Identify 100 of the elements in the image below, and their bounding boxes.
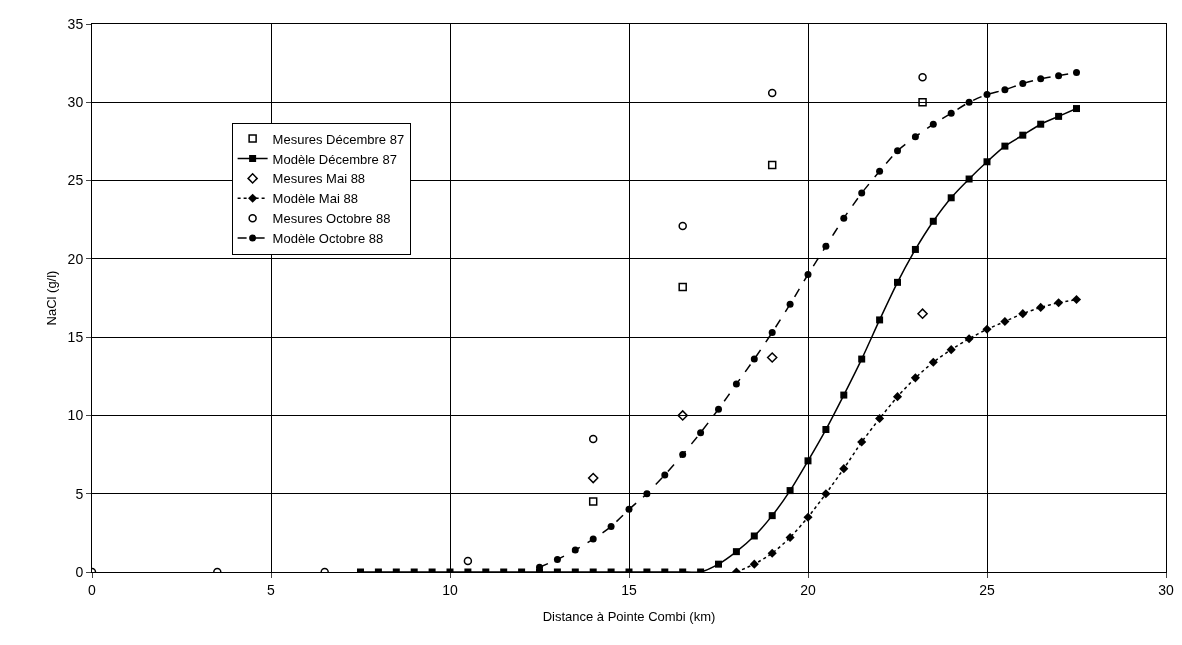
point bbox=[947, 109, 955, 117]
x-tick-label: 15 bbox=[621, 581, 637, 598]
point bbox=[894, 278, 901, 286]
point bbox=[965, 175, 973, 183]
point bbox=[876, 167, 884, 175]
point bbox=[643, 490, 651, 498]
y-tick-label: 10 bbox=[67, 407, 84, 424]
point bbox=[876, 316, 884, 324]
point bbox=[1037, 75, 1045, 83]
legend-label: Modèle Octobre 88 bbox=[272, 231, 384, 247]
x-tick-label: 0 bbox=[88, 581, 97, 598]
y-axis-title: NaCl (g/l) bbox=[44, 270, 59, 326]
point bbox=[732, 380, 740, 388]
point bbox=[1054, 298, 1064, 308]
point bbox=[589, 535, 597, 543]
point bbox=[678, 282, 687, 292]
point bbox=[786, 487, 794, 495]
point bbox=[804, 457, 812, 465]
point bbox=[839, 464, 849, 474]
legend-label: Mesures Mai 88 bbox=[272, 171, 366, 187]
point bbox=[679, 451, 687, 459]
point bbox=[858, 189, 866, 197]
point bbox=[857, 437, 867, 447]
x-tick-label: 30 bbox=[1158, 581, 1174, 598]
point bbox=[661, 471, 669, 479]
point bbox=[768, 328, 776, 336]
point bbox=[463, 556, 473, 566]
y-tick-label: 15 bbox=[67, 329, 84, 346]
point bbox=[840, 214, 848, 222]
point bbox=[983, 90, 991, 98]
point bbox=[625, 505, 633, 513]
y-tick-label: 0 bbox=[75, 563, 84, 580]
point bbox=[750, 532, 758, 540]
point bbox=[918, 98, 927, 107]
y-tick-label: 35 bbox=[67, 15, 84, 32]
point bbox=[677, 410, 688, 421]
point bbox=[768, 512, 776, 520]
point bbox=[929, 120, 937, 128]
point bbox=[1073, 105, 1080, 113]
point bbox=[911, 133, 919, 141]
point bbox=[1000, 316, 1010, 327]
point bbox=[803, 512, 813, 522]
point bbox=[1001, 142, 1009, 150]
point bbox=[767, 548, 777, 558]
point bbox=[553, 555, 561, 563]
point bbox=[1071, 295, 1082, 305]
point bbox=[749, 559, 759, 569]
point bbox=[947, 194, 955, 202]
legend-label: Mesures Décembre 87 bbox=[272, 131, 405, 147]
point bbox=[786, 300, 794, 308]
point bbox=[607, 523, 615, 531]
point bbox=[875, 414, 885, 424]
point bbox=[1037, 120, 1045, 128]
point bbox=[840, 391, 848, 399]
point bbox=[1036, 302, 1046, 312]
point bbox=[571, 546, 579, 554]
x-axis-title: Distance à Pointe Combi (km) bbox=[542, 609, 716, 624]
point bbox=[732, 548, 740, 556]
point bbox=[766, 352, 778, 363]
y-tick-label: 20 bbox=[67, 250, 84, 267]
point bbox=[588, 434, 598, 444]
point bbox=[697, 429, 705, 437]
point bbox=[892, 392, 903, 402]
point bbox=[894, 147, 901, 155]
point bbox=[767, 88, 777, 98]
point bbox=[1001, 86, 1009, 94]
point bbox=[587, 472, 599, 484]
y-tick-label: 30 bbox=[67, 94, 84, 111]
point bbox=[1073, 69, 1080, 77]
point bbox=[678, 221, 687, 231]
point bbox=[767, 160, 777, 170]
point bbox=[822, 242, 830, 250]
point bbox=[918, 72, 927, 82]
point bbox=[821, 489, 831, 499]
point bbox=[858, 355, 866, 363]
point bbox=[1055, 112, 1063, 120]
point bbox=[715, 560, 722, 568]
point bbox=[917, 308, 928, 319]
point bbox=[983, 158, 991, 166]
point bbox=[910, 373, 920, 383]
point bbox=[1019, 131, 1027, 139]
y-tick-label: 5 bbox=[75, 485, 84, 502]
point bbox=[1018, 309, 1028, 319]
x-tick-label: 20 bbox=[800, 581, 816, 598]
point bbox=[804, 271, 812, 279]
x-tick-label: 5 bbox=[267, 581, 276, 598]
point bbox=[822, 426, 830, 434]
point bbox=[911, 245, 919, 253]
point bbox=[982, 324, 992, 334]
y-tick-label: 25 bbox=[67, 172, 84, 189]
legend-label: Modèle Mai 88 bbox=[272, 191, 358, 207]
point bbox=[1019, 80, 1027, 87]
point bbox=[588, 497, 598, 506]
point bbox=[965, 98, 973, 106]
legend-label: Mesures Octobre 88 bbox=[272, 211, 391, 227]
point bbox=[929, 217, 937, 225]
point bbox=[785, 533, 795, 543]
point bbox=[1055, 72, 1063, 80]
point bbox=[964, 334, 974, 344]
point bbox=[715, 405, 722, 413]
